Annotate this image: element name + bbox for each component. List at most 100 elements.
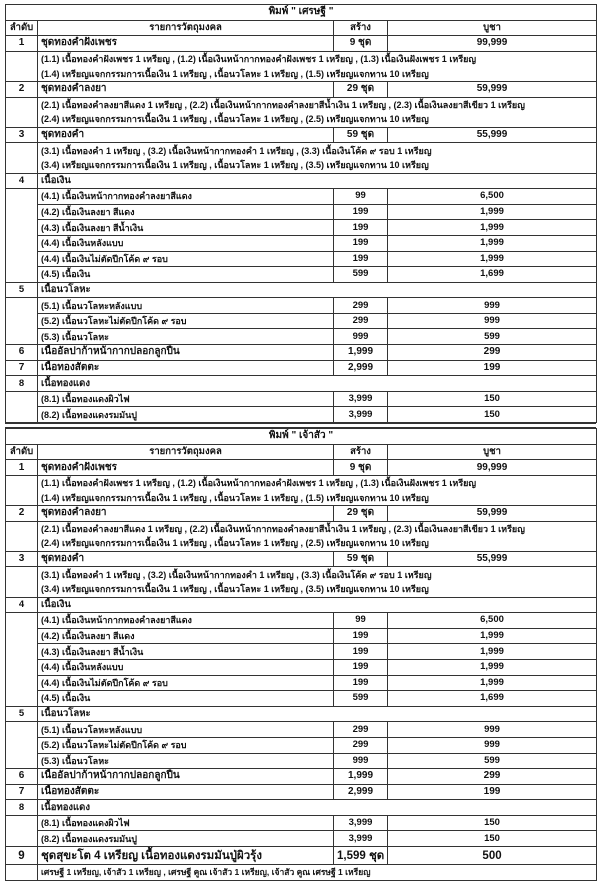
sub-item-name: (4.4) เนื้อเงินไม่ตัดปีกโค้ด ๙ รอบ: [37, 250, 334, 268]
item-price: 99,999: [386, 459, 598, 476]
sub-item-row: (4.2) เนื้อเงินลงยา สีแดง 199 1,999: [6, 203, 598, 221]
table-title: พิมพ์ " เจ้าสัว ": [4, 428, 598, 445]
item-number: 3: [5, 126, 38, 144]
item-row: 2 ชุดทองคำลงยา 29 ชุด 59,999: [5, 80, 598, 98]
blank-cell: [5, 50, 38, 82]
sub-item-price: 1,999: [386, 203, 598, 221]
item-row: 6 เนื้ออัลปาก้าหน้ากากปลอกลูกปืน 1,999 299: [5, 344, 598, 361]
sub-item-name: (4.4) เนื้อเงินไม่ตัดปีกโค้ด ๙ รอบ: [37, 674, 334, 692]
detail-row: (1.1) เนื้อทองคำฝังเพชร 1 เหรียญ , (1.2)…: [5, 474, 598, 507]
sub-item-quantity: 199: [333, 234, 388, 252]
item-price: 299: [386, 768, 598, 785]
item-price: 55,999: [386, 550, 598, 568]
sub-item-quantity: 3,999: [333, 406, 388, 424]
sub-item-price: 150: [386, 830, 598, 848]
sub-item-row: (4.3) เนื้อเงินลงยา สีน้ำเงิน 199 1,999: [6, 643, 598, 660]
sub-item-quantity: 3,999: [333, 814, 388, 832]
detail-text: (3.4) เหรียญแจกกรรมการเนื้อเงิน 1 เหรียญ…: [36, 581, 598, 598]
category-name: เนื้อนวโลหะ: [36, 705, 598, 723]
item-number: 7: [5, 359, 38, 377]
item-row: 2 ชุดทองคำลงยา 29 ชุด 59,999: [5, 505, 598, 522]
item-name: ชุดทองคำฝังเพชร: [37, 459, 334, 476]
item-number: 5: [5, 281, 38, 299]
sub-item-quantity: 99: [333, 612, 388, 629]
sub-item-name: (5.3) เนื้อนวโลหะ: [37, 752, 334, 770]
sub-item-name: (4.3) เนื้อเงินลงยา สีน้ำเงิน: [37, 643, 334, 660]
footnote-row: เศรษฐี 1 เหรียญ, เจ้าสัว 1 เหรียญ , เศรษ…: [5, 864, 598, 881]
table-title-row: พิมพ์ " เศรษฐี ": [4, 4, 598, 21]
sub-item-name: (8.1) เนื้อทองแดงผิวไฟ: [37, 814, 334, 832]
detail-row: (3.1) เนื้อทองคำ 1 เหรียญ , (3.2) เนื้อเ…: [5, 566, 598, 598]
item-number: 1: [5, 35, 38, 52]
detail-text: (1.4) เหรียญแจกกรรมการเนื้อเงิน 1 เหรียญ…: [36, 66, 598, 82]
item-quantity: 1,999: [333, 344, 388, 361]
sub-item-quantity: 199: [333, 674, 388, 692]
category-name: เนื้อทองแดง: [36, 799, 598, 816]
category-row: 8 เนื้อทองแดง: [5, 799, 598, 816]
sub-item-price: 1,999: [386, 250, 598, 268]
sub-item-quantity: 299: [333, 736, 388, 754]
item-number: 3: [5, 550, 38, 568]
item-number: 9: [5, 846, 38, 866]
item-row: 3 ชุดทองคำ 59 ชุด 55,999: [5, 550, 598, 568]
blank-cell: [5, 390, 38, 424]
sub-item-row: (8.1) เนื้อทองแดงผิวไฟ 3,999 150: [5, 814, 598, 848]
sub-item-price: 999: [386, 721, 598, 738]
sub-item-row: (8.1) เนื้อทองแดงผิวไฟ 3,999 150: [5, 390, 598, 424]
sub-item-quantity: 199: [333, 643, 388, 660]
detail-row: (3.4) เหรียญแจกกรรมการเนื้อเงิน 1 เหรียญ…: [6, 157, 598, 174]
item-quantity: 59 ชุด: [333, 126, 388, 144]
detail-text: (2.1) เนื้อทองคำลงยาสีแดง 1 เหรียญ , (2.…: [36, 96, 598, 113]
item-row: 1 ชุดทองคำฝังเพชร 9 ชุด 99,999: [5, 35, 598, 52]
sub-item-quantity: 199: [333, 219, 388, 236]
price-table: พิมพ์ " เศรษฐี " ลำดับ รายการวัตถุมงคล สร้า…: [4, 4, 598, 424]
sub-item-price: 1,699: [386, 266, 598, 283]
detail-row: (1.1) เนื้อทองคำฝังเพชร 1 เหรียญ , (1.2)…: [5, 50, 598, 82]
sub-item-price: 1,999: [386, 643, 598, 660]
header-row: ลำดับ รายการวัตถุมงคล สร้าง บูชา: [5, 19, 598, 37]
sub-item-row: (8.2) เนื้อทองแดงรมมันปู 3,999 150: [6, 830, 598, 848]
item-price: 299: [386, 344, 598, 361]
sub-item-row: (4.4) เนื้อเงินหลังแบบ 199 1,999: [6, 658, 598, 676]
sub-item-quantity: 299: [333, 312, 388, 330]
sub-item-name: (4.2) เนื้อเงินลงยา สีแดง: [37, 627, 334, 645]
item-number: 6: [5, 344, 38, 361]
item-number: 8: [5, 799, 38, 816]
sub-item-name: (4.4) เนื้อเงินหลังแบบ: [37, 658, 334, 676]
sub-item-quantity: 299: [333, 721, 388, 738]
detail-row: (3.4) เหรียญแจกกรรมการเนื้อเงิน 1 เหรียญ…: [6, 581, 598, 598]
item-quantity: 1,999: [333, 768, 388, 785]
sub-item-price: 1,699: [386, 690, 598, 707]
sub-item-row: (4.5) เนื้อเงิน 599 1,699: [6, 690, 598, 707]
header-no: ลำดับ: [5, 443, 38, 461]
blank-cell: [5, 520, 38, 552]
item-number: 1: [5, 459, 38, 476]
blank-cell: [5, 566, 38, 598]
sub-item-price: 1,999: [386, 658, 598, 676]
item-quantity: 59 ชุด: [333, 550, 388, 568]
category-name: เนื้อนวโลหะ: [36, 281, 598, 299]
item-price: 199: [386, 783, 598, 801]
sub-item-row: (4.1) เนื้อเงินหน้ากากทองคำลงยาสีแดง 99 6,…: [5, 612, 598, 707]
item-quantity: 2,999: [333, 783, 388, 801]
sub-item-price: 1,999: [386, 219, 598, 236]
detail-row: (2.4) เหรียญแจกกรรมการเนื้อเงิน 1 เหรียญ…: [6, 536, 598, 552]
blank-cell: [5, 188, 38, 283]
category-name: เนื้อเงิน: [36, 596, 598, 614]
detail-text: (2.4) เหรียญแจกกรรมการเนื้อเงิน 1 เหรียญ…: [36, 112, 598, 128]
header-no: ลำดับ: [5, 19, 38, 37]
detail-text: (2.1) เนื้อทองคำลงยาสีแดง 1 เหรียญ , (2.…: [36, 520, 598, 537]
sub-item-quantity: 999: [333, 328, 388, 346]
category-row: 5 เนื้อนวโลหะ: [5, 705, 598, 723]
footnote-text: เศรษฐี 1 เหรียญ, เจ้าสัว 1 เหรียญ , เศรษ…: [36, 864, 598, 881]
item-price: 59,999: [386, 80, 598, 98]
detail-text: (3.4) เหรียญแจกกรรมการเนื้อเงิน 1 เหรียญ…: [36, 157, 598, 174]
blank-cell: [5, 612, 38, 707]
detail-text: (1.4) เหรียญแจกกรรมการเนื้อเงิน 1 เหรียญ…: [36, 490, 598, 507]
item-row: 7 เนื้อทองสัตตะ 2,999 199: [5, 783, 598, 801]
detail-row: (2.4) เหรียญแจกกรรมการเนื้อเงิน 1 เหรียญ…: [6, 112, 598, 128]
sub-item-price: 599: [386, 752, 598, 770]
sub-item-price: 1,999: [386, 234, 598, 252]
item-quantity: 9 ชุด: [333, 459, 388, 476]
header-item: รายการวัตถุมงคล: [37, 19, 334, 37]
